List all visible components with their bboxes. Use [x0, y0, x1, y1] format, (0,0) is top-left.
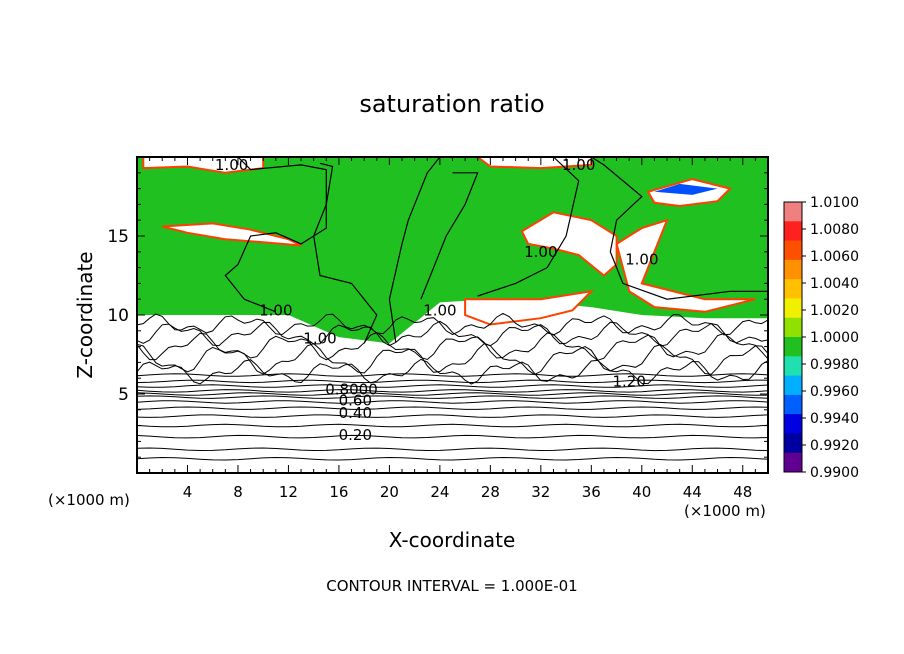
contour-line: [136, 384, 769, 388]
saturation-field: [137, 156, 768, 344]
contour-line: [136, 389, 769, 393]
contour-line: [136, 447, 769, 452]
contour-line: [136, 414, 769, 418]
contour-line: [136, 434, 769, 439]
contour-label: 0.60: [339, 391, 372, 409]
x-tick-label: 24: [430, 483, 449, 501]
colorbar-label: 1.0080: [810, 222, 859, 238]
colorbar-label: 0.9900: [810, 465, 859, 481]
cloud-region-6: [464, 289, 595, 326]
contour-label: 0.40: [339, 404, 372, 422]
x-unit-left: (×1000 m): [48, 491, 130, 509]
x-tick-label: 4: [183, 483, 193, 501]
x-tick-label: 48: [733, 483, 752, 501]
x-tick-label: 16: [329, 483, 348, 501]
colorbar-swatch: [784, 452, 802, 473]
colorbar-label: 1.0000: [810, 330, 859, 346]
colorbar-label: 0.9980: [810, 357, 859, 373]
contour-line: [313, 162, 378, 344]
cloud-region-4: [520, 211, 618, 277]
cloud-region-3: [161, 222, 302, 247]
y-tick-label: 15: [107, 227, 129, 247]
contour-line: [388, 156, 441, 342]
colorbar-swatch: [784, 240, 802, 261]
subsaturated-patch: [654, 183, 718, 195]
y-axis-ticks: 5 10 15: [107, 172, 768, 458]
colorbar-swatch: [784, 356, 802, 377]
x-axis-ticks: 4 8 12 16 20 24 28 32 36 40 44 48: [149, 157, 756, 501]
contour-label: 1.00: [303, 330, 336, 348]
contour-label: 1.00: [562, 156, 595, 174]
colorbar-label: 1.0060: [810, 249, 859, 265]
contour-line: [477, 156, 580, 297]
colorbar-swatch: [784, 202, 802, 222]
x-tick-label: 36: [582, 483, 601, 501]
x-tick-label: 12: [279, 483, 298, 501]
cloud-region-5: [615, 218, 756, 313]
contour-label: 0.8000: [325, 380, 378, 398]
supersaturated-region: [137, 157, 768, 344]
contour-line: [224, 156, 327, 313]
contour-line: [136, 312, 769, 336]
contour-line: [136, 331, 769, 361]
colorbar-swatch: [784, 317, 802, 338]
x-tick-label: 32: [531, 483, 550, 501]
contour-label: 1.00: [215, 156, 248, 174]
x-tick-label: 44: [683, 483, 702, 501]
contour-line: [136, 373, 769, 377]
colorbar-label: 0.9960: [810, 384, 859, 400]
colorbar-swatch: [784, 433, 802, 454]
colorbar-swatch: [784, 259, 802, 280]
contour-lines: [136, 156, 769, 461]
contour-label: 1.20: [612, 372, 645, 390]
contour-line: [420, 172, 479, 300]
contour-labels: 1.00 1.001.001.001.001.00 1.001.200.80000.…: [215, 156, 659, 444]
colorbar-label: 0.9940: [810, 411, 859, 427]
contour-label: 0.20: [339, 426, 372, 444]
contour-label: 1.00: [625, 251, 658, 269]
contour-line: [590, 156, 768, 300]
chart-title: saturation ratio: [359, 90, 544, 118]
contour-line: [136, 400, 769, 404]
colorbar-label: 1.0020: [810, 303, 859, 319]
x-tick-label: 28: [481, 483, 500, 501]
contour-line: [136, 320, 769, 347]
contour-line: [136, 395, 769, 399]
contour-line: [136, 379, 769, 384]
colorbar: 1.0100 1.0080 1.0060 1.0040 1.0020 1.0000 0.99…: [783, 195, 859, 481]
x-tick-label: 20: [380, 483, 399, 501]
colorbar-label: 1.0040: [810, 276, 859, 292]
colorbar-swatch: [784, 221, 802, 242]
colorbar-swatch: [784, 279, 802, 299]
contour-label: 1.00: [259, 301, 292, 319]
colorbar-swatch: [784, 298, 802, 319]
contour-label: 1.00: [423, 301, 456, 319]
colorbar-label: 0.9920: [810, 438, 859, 454]
colorbar-swatch: [784, 394, 802, 415]
contour-interval-note: CONTOUR INTERVAL = 1.000E-01: [326, 577, 577, 595]
y-tick-label: 10: [107, 306, 129, 326]
x-axis-label: X-coordinate: [389, 528, 516, 552]
x-tick-label: 8: [233, 483, 243, 501]
contour-label: 1.00: [524, 243, 557, 261]
colorbar-label: 1.0100: [810, 195, 859, 211]
y-axis-label: Z-coordinate: [73, 251, 97, 378]
contour-line: [136, 406, 769, 410]
contour-line: [136, 456, 769, 461]
y-tick-label: 5: [118, 385, 129, 405]
colorbar-swatch: [784, 337, 802, 357]
contour-line: [136, 423, 769, 428]
x-unit-right: (×1000 m): [684, 502, 766, 520]
contour-line: [136, 358, 769, 385]
x-tick-label: 40: [632, 483, 651, 501]
colorbar-swatch: [784, 414, 802, 434]
colorbar-swatch: [784, 375, 802, 396]
contour-line: [136, 392, 769, 396]
